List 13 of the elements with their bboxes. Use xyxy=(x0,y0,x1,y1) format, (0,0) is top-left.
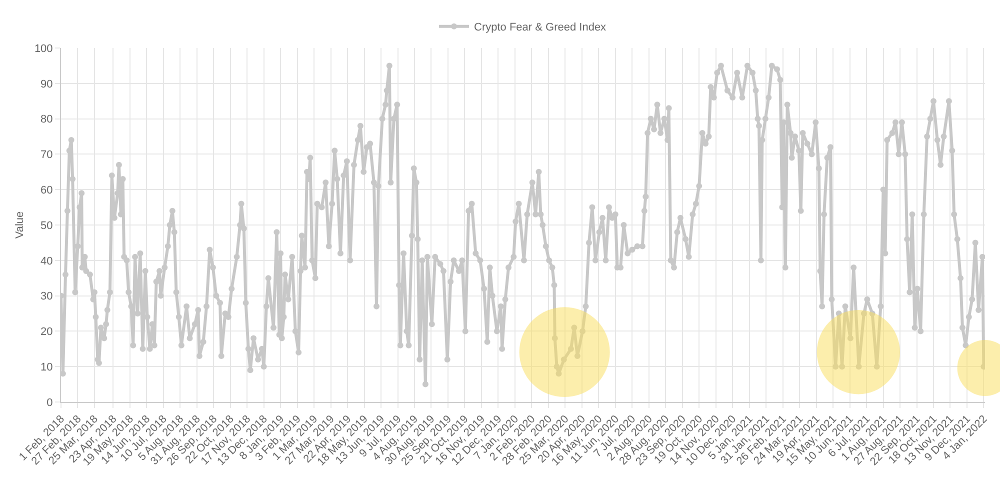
y-tick-label: 50 xyxy=(40,220,53,232)
legend-label: Crypto Fear & Greed Index xyxy=(474,22,607,34)
y-tick-label: 80 xyxy=(40,114,53,126)
y-tick-label: 100 xyxy=(34,42,53,55)
y-tick-label: 0 xyxy=(46,396,53,409)
y-tick-label: 70 xyxy=(40,149,53,162)
y-axis-title: Value xyxy=(14,211,26,239)
y-tick-label: 60 xyxy=(40,184,53,196)
y-tick-label: 30 xyxy=(40,290,53,303)
y-tick-label: 40 xyxy=(40,255,53,268)
y-tick-label: 90 xyxy=(40,78,53,90)
y-tick-label: 20 xyxy=(40,326,53,338)
y-tick-label: 10 xyxy=(40,361,53,374)
